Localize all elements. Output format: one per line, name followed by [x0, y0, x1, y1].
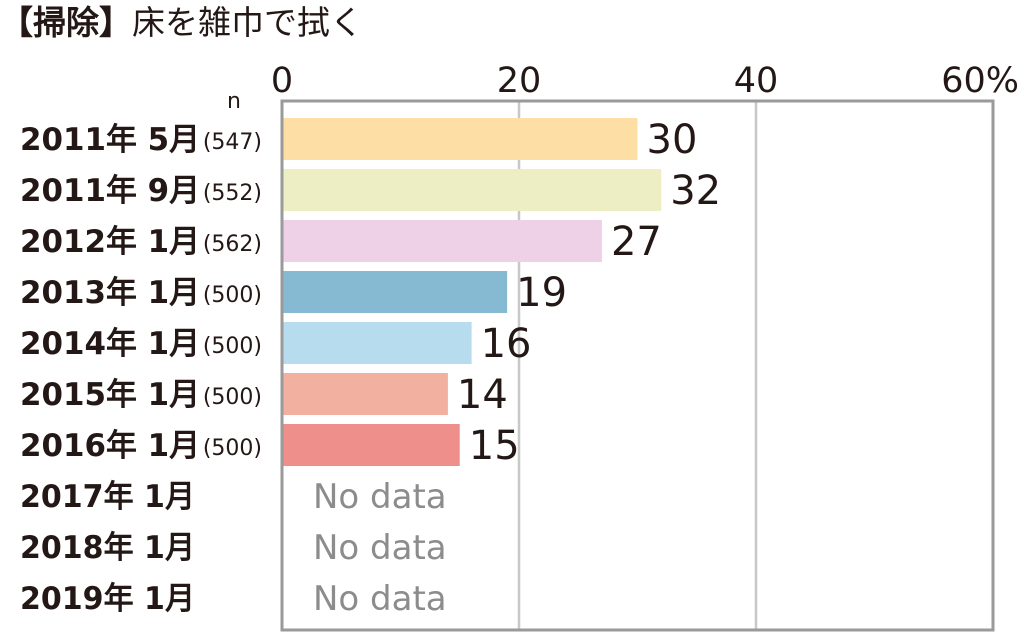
x-tick-label-3: 60% — [941, 61, 1019, 101]
sample-size-label-5: (500) — [203, 385, 262, 410]
no-data-label-7: No data — [313, 477, 447, 517]
bar-value-label-6: 15 — [469, 423, 520, 469]
no-data-label-9: No data — [313, 579, 447, 619]
category-label-9: 2019年 1月 — [20, 581, 195, 617]
bar-4 — [282, 322, 472, 364]
bar-value-label-4: 16 — [481, 321, 532, 367]
bar-0 — [282, 118, 638, 160]
n-header: n — [227, 89, 241, 114]
x-tick-label-0: 0 — [271, 61, 293, 101]
bar-value-label-0: 30 — [647, 117, 698, 163]
category-label-7: 2017年 1月 — [20, 479, 195, 515]
category-label-5: 2015年 1月 — [20, 377, 200, 413]
bar-5 — [282, 373, 448, 415]
bar-value-label-3: 19 — [516, 270, 567, 316]
x-tick-label-2: 40 — [734, 61, 779, 101]
bar-value-label-1: 32 — [670, 168, 721, 214]
category-label-6: 2016年 1月 — [20, 428, 200, 464]
no-data-label-8: No data — [313, 528, 447, 568]
sample-size-label-4: (500) — [203, 334, 262, 359]
bar-2 — [282, 220, 602, 262]
sample-size-label-3: (500) — [203, 283, 262, 308]
title-bracket-close: 】 — [99, 3, 132, 42]
category-label-3: 2013年 1月 — [20, 275, 200, 311]
chart-title: 【掃除】床を雑巾で拭く — [0, 0, 363, 46]
category-label-0: 2011年 5月 — [20, 122, 200, 158]
bar-1 — [282, 169, 662, 211]
x-tick-label-1: 20 — [497, 61, 542, 101]
title-category: 掃除 — [33, 3, 99, 42]
bar-value-label-2: 27 — [611, 219, 662, 265]
category-label-1: 2011年 9月 — [20, 173, 200, 209]
bar-3 — [282, 271, 508, 313]
title-bracket-open: 【 — [0, 3, 33, 42]
sample-size-label-0: (547) — [203, 130, 262, 155]
bar-6 — [282, 424, 460, 466]
title-activity: 床を雑巾で拭く — [132, 3, 363, 42]
sample-size-label-6: (500) — [203, 436, 262, 461]
category-label-8: 2018年 1月 — [20, 530, 195, 566]
bar-value-label-5: 14 — [457, 372, 508, 418]
category-label-2: 2012年 1月 — [20, 224, 200, 260]
plot-frame — [280, 99, 995, 632]
sample-size-label-2: (562) — [203, 232, 262, 257]
category-label-4: 2014年 1月 — [20, 326, 200, 362]
sample-size-label-1: (552) — [203, 181, 262, 206]
